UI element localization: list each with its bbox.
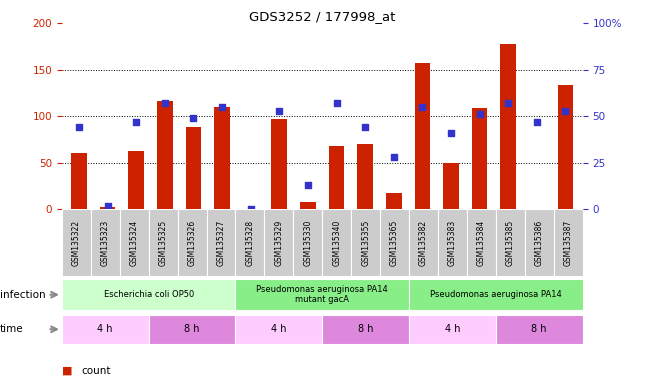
Point [188,115,199,121]
Text: 4 h: 4 h [98,324,113,334]
Text: GSM135322: GSM135322 [72,220,81,266]
Bar [100,207,115,209]
Text: 4 h: 4 h [445,324,460,334]
Point [131,119,141,125]
Text: GSM135365: GSM135365 [390,220,399,266]
Text: 4 h: 4 h [271,324,286,334]
Text: GSM135386: GSM135386 [534,220,544,266]
Bar [236,314,322,344]
Bar [236,209,264,276]
Text: GSM135384: GSM135384 [477,220,486,266]
Bar [386,192,402,209]
Bar [322,209,351,276]
Bar [148,209,178,276]
Point [532,119,542,125]
Text: 8 h: 8 h [531,324,547,334]
Bar [501,43,516,209]
Bar [300,202,316,209]
Text: time: time [0,324,23,334]
Text: 8 h: 8 h [358,324,374,334]
Bar [206,209,236,276]
Bar [271,119,287,209]
Point [475,111,485,118]
Text: GSM135327: GSM135327 [217,220,225,266]
Bar [128,151,144,209]
Text: count: count [81,366,111,376]
Bar [409,209,438,276]
Bar [467,209,496,276]
Point [159,100,170,106]
Text: GSM135385: GSM135385 [506,220,515,266]
Bar [148,314,236,344]
Point [503,100,514,106]
Text: GSM135340: GSM135340 [332,220,341,266]
Bar [186,127,201,209]
Bar [178,209,206,276]
Bar [62,279,236,310]
Bar [496,209,525,276]
Point [360,124,370,131]
Point [217,104,227,110]
Text: infection: infection [0,290,46,300]
Point [74,124,84,131]
Bar [322,314,409,344]
Text: GSM135328: GSM135328 [245,220,255,266]
Bar [264,209,294,276]
Bar [62,314,148,344]
Bar [120,209,148,276]
Bar [438,209,467,276]
Text: GSM135323: GSM135323 [101,220,110,266]
Text: GDS3252 / 177998_at: GDS3252 / 177998_at [249,10,395,23]
Bar [443,163,459,209]
Point [102,202,113,209]
Text: Escherichia coli OP50: Escherichia coli OP50 [104,290,194,299]
Text: ■: ■ [62,366,72,376]
Text: GSM135330: GSM135330 [303,220,312,266]
Bar [351,209,380,276]
Text: GSM135382: GSM135382 [419,220,428,266]
Bar [554,209,583,276]
Point [303,182,313,188]
Bar [329,146,344,209]
Text: GSM135325: GSM135325 [159,220,167,266]
Text: GSM135383: GSM135383 [448,220,457,266]
Point [274,108,284,114]
Bar [214,107,230,209]
Point [245,206,256,212]
Bar [525,209,554,276]
Bar [236,279,409,310]
Bar [62,209,90,276]
Bar [157,101,173,209]
Text: GSM135387: GSM135387 [564,220,573,266]
Text: GSM135324: GSM135324 [130,220,139,266]
Bar [294,209,322,276]
Point [446,130,456,136]
Bar [71,154,87,209]
Bar [496,314,583,344]
Point [561,108,571,114]
Text: 8 h: 8 h [184,324,200,334]
Text: GSM135329: GSM135329 [274,220,283,266]
Bar [357,144,373,209]
Text: GSM135355: GSM135355 [361,220,370,266]
Point [331,100,342,106]
Bar [409,314,496,344]
Bar [472,108,488,209]
Text: Pseudomonas aeruginosa PA14
mutant gacA: Pseudomonas aeruginosa PA14 mutant gacA [256,285,388,305]
Point [417,104,428,110]
Point [389,154,399,160]
Bar [409,279,583,310]
Bar [380,209,409,276]
Text: GSM135326: GSM135326 [187,220,197,266]
Text: Pseudomonas aeruginosa PA14: Pseudomonas aeruginosa PA14 [430,290,562,299]
Bar [90,209,120,276]
Bar [558,85,574,209]
Bar [415,63,430,209]
